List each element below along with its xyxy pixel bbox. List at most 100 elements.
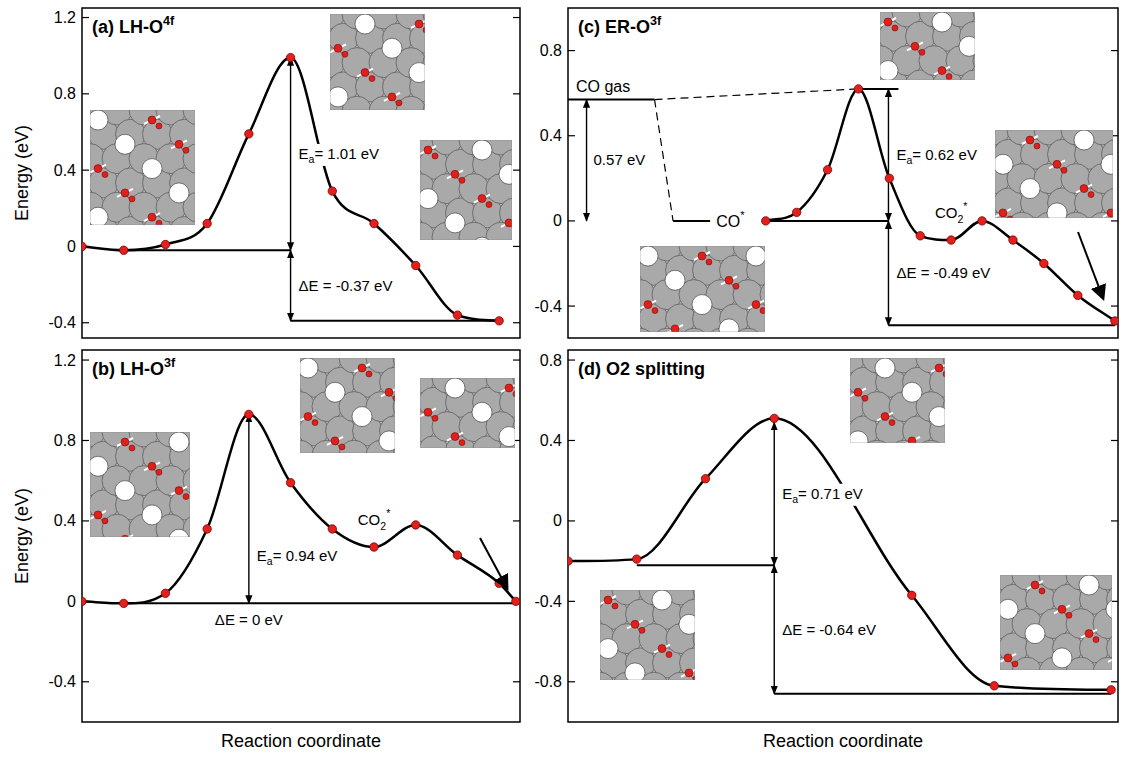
inset-bond xyxy=(934,67,950,75)
inset-bond xyxy=(117,438,133,446)
structure-inset xyxy=(995,130,1113,218)
y-tick xyxy=(568,305,575,306)
inset-atom-red xyxy=(881,413,889,421)
panel-title: (c) ER-O3f xyxy=(578,14,662,37)
y-tick xyxy=(568,681,575,682)
inset-bond xyxy=(880,18,896,26)
structure-inset xyxy=(600,590,695,680)
inset-atom-white xyxy=(409,63,425,83)
inset-atom-red xyxy=(911,42,919,50)
inset-atom-red xyxy=(175,487,183,495)
dashed-guide xyxy=(655,89,859,100)
label-patch xyxy=(894,263,992,282)
inset-atom-white xyxy=(142,159,162,179)
barrier-level xyxy=(858,88,898,90)
panel-title-main: (b) LH-O xyxy=(92,359,164,379)
inset-atom-white xyxy=(1047,203,1067,218)
inset-bond xyxy=(447,170,463,178)
inset-bond xyxy=(330,44,346,52)
inset-bond xyxy=(144,213,160,221)
inset-atom xyxy=(396,14,425,29)
label-patch xyxy=(592,150,648,169)
gas-level-label: CO gas xyxy=(576,78,630,95)
barrier-text: = 1.01 eV xyxy=(314,145,379,162)
data-point xyxy=(203,525,211,533)
final-level xyxy=(774,693,1111,695)
inset-atom xyxy=(432,412,462,442)
annotations: CO gasCO*0.57 eVEa= 0.62 eVΔE = -0.49 eV… xyxy=(576,78,992,283)
inset-bond xyxy=(1049,160,1065,168)
inset-atom-white xyxy=(115,481,135,501)
inset-atom-red xyxy=(1088,192,1094,198)
inset-atom-red xyxy=(156,123,162,129)
inset-bond xyxy=(667,325,683,332)
inset-bond xyxy=(144,462,160,470)
inset-atom-red xyxy=(1080,185,1088,193)
y-tick xyxy=(568,50,575,51)
inset-bond xyxy=(694,252,710,260)
data-point xyxy=(762,217,770,225)
barrier-label: Ea= 1.01 eV xyxy=(299,145,380,165)
y-axis-title: Energy (eV) xyxy=(12,125,32,221)
inset-atom-red xyxy=(1004,654,1012,662)
inset-atom-red xyxy=(862,395,868,401)
inset-atom-red xyxy=(935,364,943,372)
data-point xyxy=(512,597,520,605)
inset-atom xyxy=(129,192,159,222)
inset-border xyxy=(880,12,975,80)
inset-bond xyxy=(1054,605,1070,613)
inset-atom xyxy=(342,48,372,78)
label-patch xyxy=(255,546,340,568)
y-tick-right xyxy=(513,170,520,171)
inset-atom-white xyxy=(379,431,395,451)
inset-atom-red xyxy=(129,196,135,202)
y-tick-label: 0.4 xyxy=(54,162,76,179)
x-axis-title: Reaction coordinate xyxy=(221,731,381,751)
barrier-symbol: E xyxy=(896,146,906,163)
initial-level xyxy=(766,220,889,222)
inset-atom-red xyxy=(1053,160,1061,168)
inset-atom-red xyxy=(725,276,733,284)
barrier-label: Ea= 0.62 eV xyxy=(896,146,977,166)
inset-bond xyxy=(90,165,106,173)
y-tick-right xyxy=(1111,601,1118,602)
inset-atom-red xyxy=(1093,637,1099,643)
y-tick-right xyxy=(1111,305,1118,306)
inset-bond xyxy=(144,116,160,124)
inset-bond xyxy=(681,669,695,677)
final-level xyxy=(888,324,1114,326)
inset-atom-white xyxy=(142,505,162,525)
panel-title-main: (c) ER-O xyxy=(578,17,650,37)
inset-atom-red xyxy=(339,444,345,450)
structure-inset xyxy=(90,110,195,225)
inset-bond xyxy=(171,140,187,148)
inset-atom xyxy=(183,466,190,496)
data-point xyxy=(633,555,641,563)
inset-atom-red xyxy=(156,220,162,225)
panel: -0.400.40.8CO gasCO*0.57 eVEa= 0.62 eVΔE… xyxy=(534,8,1119,338)
inset-border xyxy=(640,246,765,332)
inset-atom-red xyxy=(889,420,895,426)
inset-atom-red xyxy=(183,147,189,153)
data-point xyxy=(916,232,924,240)
inset-bond xyxy=(748,301,764,309)
inset-atom xyxy=(183,110,195,125)
reaction-energy-label: ΔE = -0.37 eV xyxy=(299,277,393,294)
gas-level xyxy=(568,99,655,101)
data-point xyxy=(1009,236,1017,244)
data-point xyxy=(908,591,916,599)
inset-bond xyxy=(384,93,400,101)
inset-border xyxy=(420,140,512,240)
inset-atom-white xyxy=(169,183,189,203)
barrier-symbol: E xyxy=(257,547,267,564)
data-point xyxy=(990,682,998,690)
y-tick-right xyxy=(1111,50,1118,51)
inset-bond xyxy=(907,42,923,50)
energy-curve xyxy=(82,414,516,603)
barrier-label: Ea= 0.71 eV xyxy=(782,485,863,505)
intermediate-label-sup: * xyxy=(386,507,390,519)
barrier-symbol: E xyxy=(299,145,309,162)
structure-inset xyxy=(1000,575,1112,670)
inset-atom-red xyxy=(102,518,108,524)
panel-title-sup: 4f xyxy=(163,14,175,28)
